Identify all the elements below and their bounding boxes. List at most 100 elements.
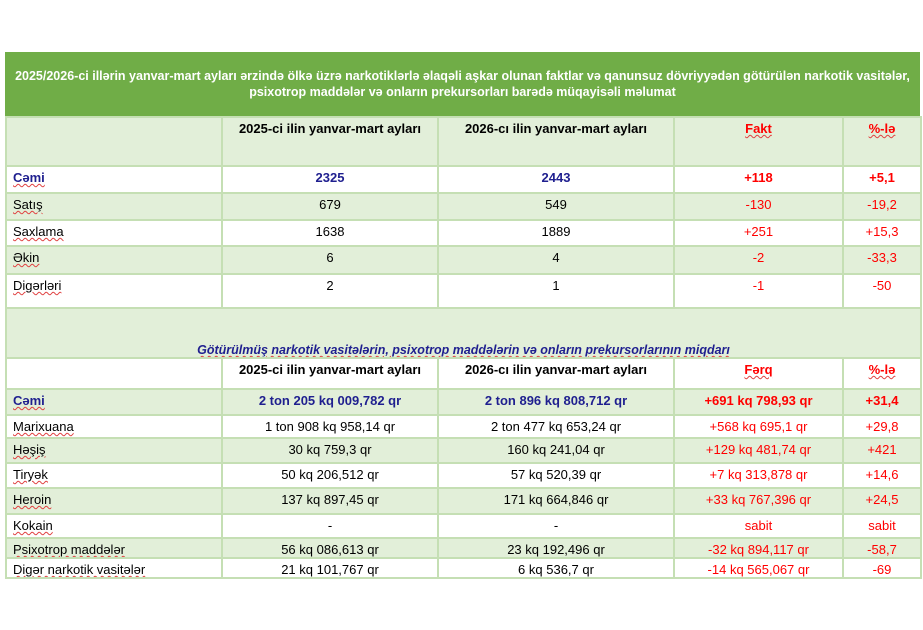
- column-header: Fakt: [673, 116, 844, 167]
- table-cell: -58,7: [842, 537, 922, 559]
- row-label-text: Satış: [13, 197, 43, 212]
- row-label: Həşiş: [5, 437, 223, 464]
- row-label-text: Heroin: [13, 492, 52, 507]
- row-label: Kokain: [5, 513, 223, 539]
- row-label: Saxlama: [5, 219, 223, 247]
- table-cell: 23 kq 192,496 qr: [437, 537, 675, 559]
- row-label: Heroin: [5, 487, 223, 515]
- table-cell: +29,8: [842, 414, 922, 439]
- table-cell: 2325: [221, 165, 439, 194]
- row-label-text: Marixuana: [13, 419, 74, 434]
- table-row: Tiryək 50 kq 206,512 qr 57 kq 520,39 qr +7 …: [5, 462, 922, 489]
- column-header-label: 2025-ci ilin yanvar-mart ayları: [238, 121, 422, 136]
- row-label-text: Saxlama: [13, 224, 64, 239]
- column-header-label: %-lə: [868, 121, 896, 136]
- table-row: Saxlama 1638 1889 +251 +15,3: [5, 219, 922, 247]
- row-label-text: Digər narkotik vasitələr: [13, 562, 146, 577]
- table-row: Kokain - - sabit sabit: [5, 513, 922, 539]
- column-header: [5, 357, 223, 390]
- table-cell: +421: [842, 437, 922, 464]
- table-row: Cəmi 2325 2443 +118 +5,1: [5, 165, 922, 194]
- table-cell: +568 kq 695,1 qr: [673, 414, 844, 439]
- column-header-label: Fakt: [745, 121, 772, 136]
- table-row: Marixuana 1 ton 908 kq 958,14 qr 2 ton 477…: [5, 414, 922, 439]
- row-label-text: Cəmi: [13, 170, 45, 185]
- table-cell: 56 kq 086,613 qr: [221, 537, 439, 559]
- table-cell: 2 ton 477 kq 653,24 qr: [437, 414, 675, 439]
- table-cell: -50: [842, 273, 922, 309]
- row-label-text: Psixotrop maddələr: [13, 542, 125, 557]
- table-cell: -33,3: [842, 245, 922, 275]
- document-title: 2025/2026-ci illərin yanvar-mart ayları …: [5, 52, 920, 116]
- table-cell: +15,3: [842, 219, 922, 247]
- row-label: Digər narkotik vasitələr: [5, 557, 223, 579]
- table-row: Psixotrop maddələr 56 kq 086,613 qr 23 kq …: [5, 537, 922, 559]
- table-cell: 160 kq 241,04 qr: [437, 437, 675, 464]
- table-cell: 6: [221, 245, 439, 275]
- column-header-label: Fərq: [744, 362, 773, 377]
- row-label-text: Digərləri: [13, 278, 62, 293]
- table-cell: -130: [673, 192, 844, 221]
- table-cell: +14,6: [842, 462, 922, 489]
- table-cell: sabit: [842, 513, 922, 539]
- header-row: 2025-ci ilin yanvar-mart ayları 2026-cı i…: [5, 116, 922, 167]
- column-header: 2026-cı ilin yanvar-mart ayları: [437, 357, 675, 390]
- table-cell: 2443: [437, 165, 675, 194]
- facts-table: 2025-ci ilin yanvar-mart ayları 2026-cı i…: [5, 116, 922, 579]
- table-cell: -32 kq 894,117 qr: [673, 537, 844, 559]
- column-header-label: %-lə: [868, 362, 896, 377]
- table-cell: sabit: [673, 513, 844, 539]
- row-label-text: Tiryək: [13, 467, 48, 482]
- table-row: Heroin 137 kq 897,45 qr 171 kq 664,846 qr +…: [5, 487, 922, 515]
- row-label-text: Kokain: [13, 518, 53, 533]
- row-label: Psixotrop maddələr: [5, 537, 223, 559]
- table-cell: +33 kq 767,396 qr: [673, 487, 844, 515]
- table-cell: -2: [673, 245, 844, 275]
- column-header: [5, 116, 223, 167]
- table-row: Əkin 6 4 -2 -33,3: [5, 245, 922, 275]
- table-cell: 1: [437, 273, 675, 309]
- table-cell: +118: [673, 165, 844, 194]
- table-cell: 1638: [221, 219, 439, 247]
- row-label: Satış: [5, 192, 223, 221]
- table-cell: +251: [673, 219, 844, 247]
- table-cell: +7 kq 313,878 qr: [673, 462, 844, 489]
- column-header: 2025-ci ilin yanvar-mart ayları: [221, 357, 439, 390]
- table-cell: -14 kq 565,067 qr: [673, 557, 844, 579]
- row-label: Cəmi: [5, 165, 223, 194]
- table-cell: +691 kq 798,93 qr: [673, 388, 844, 416]
- table-row: Satış 679 549 -130 -19,2: [5, 192, 922, 221]
- column-header: 2025-ci ilin yanvar-mart ayları: [221, 116, 439, 167]
- table-row: Cəmi 2 ton 205 kq 009,782 qr 2 ton 896 kq …: [5, 388, 922, 416]
- table-cell: +129 kq 481,74 qr: [673, 437, 844, 464]
- table-cell: 2: [221, 273, 439, 309]
- table-cell: +5,1: [842, 165, 922, 194]
- column-header: %-lə: [842, 116, 922, 167]
- table-cell: 50 kq 206,512 qr: [221, 462, 439, 489]
- table-cell: 1889: [437, 219, 675, 247]
- table-row: Digərləri 2 1 -1 -50: [5, 273, 922, 309]
- column-header-label: 2026-cı ilin yanvar-mart ayları: [464, 362, 648, 377]
- table-cell: -69: [842, 557, 922, 579]
- table-cell: 679: [221, 192, 439, 221]
- row-label: Marixuana: [5, 414, 223, 439]
- comparison-document: 2025/2026-ci illərin yanvar-mart ayları …: [5, 52, 922, 579]
- row-label-text: Cəmi: [13, 393, 45, 408]
- table-cell: 171 kq 664,846 qr: [437, 487, 675, 515]
- section-title: Götürülmüş narkotik vasitələrin, psixotr…: [5, 307, 922, 359]
- table-cell: -: [437, 513, 675, 539]
- table-cell: +31,4: [842, 388, 922, 416]
- table-cell: 2 ton 896 kq 808,712 qr: [437, 388, 675, 416]
- table-row: Həşiş 30 kq 759,3 qr 160 kq 241,04 qr +129 …: [5, 437, 922, 464]
- table-cell: -19,2: [842, 192, 922, 221]
- table-cell: 137 kq 897,45 qr: [221, 487, 439, 515]
- table-cell: 30 kq 759,3 qr: [221, 437, 439, 464]
- table-cell: +24,5: [842, 487, 922, 515]
- table-cell: -1: [673, 273, 844, 309]
- header-row: 2025-ci ilin yanvar-mart ayları 2026-cı i…: [5, 357, 922, 390]
- table-cell: 2 ton 205 kq 009,782 qr: [221, 388, 439, 416]
- row-label: Tiryək: [5, 462, 223, 489]
- column-header-label: 2025-ci ilin yanvar-mart ayları: [238, 362, 422, 377]
- column-header: Fərq: [673, 357, 844, 390]
- row-label: Cəmi: [5, 388, 223, 416]
